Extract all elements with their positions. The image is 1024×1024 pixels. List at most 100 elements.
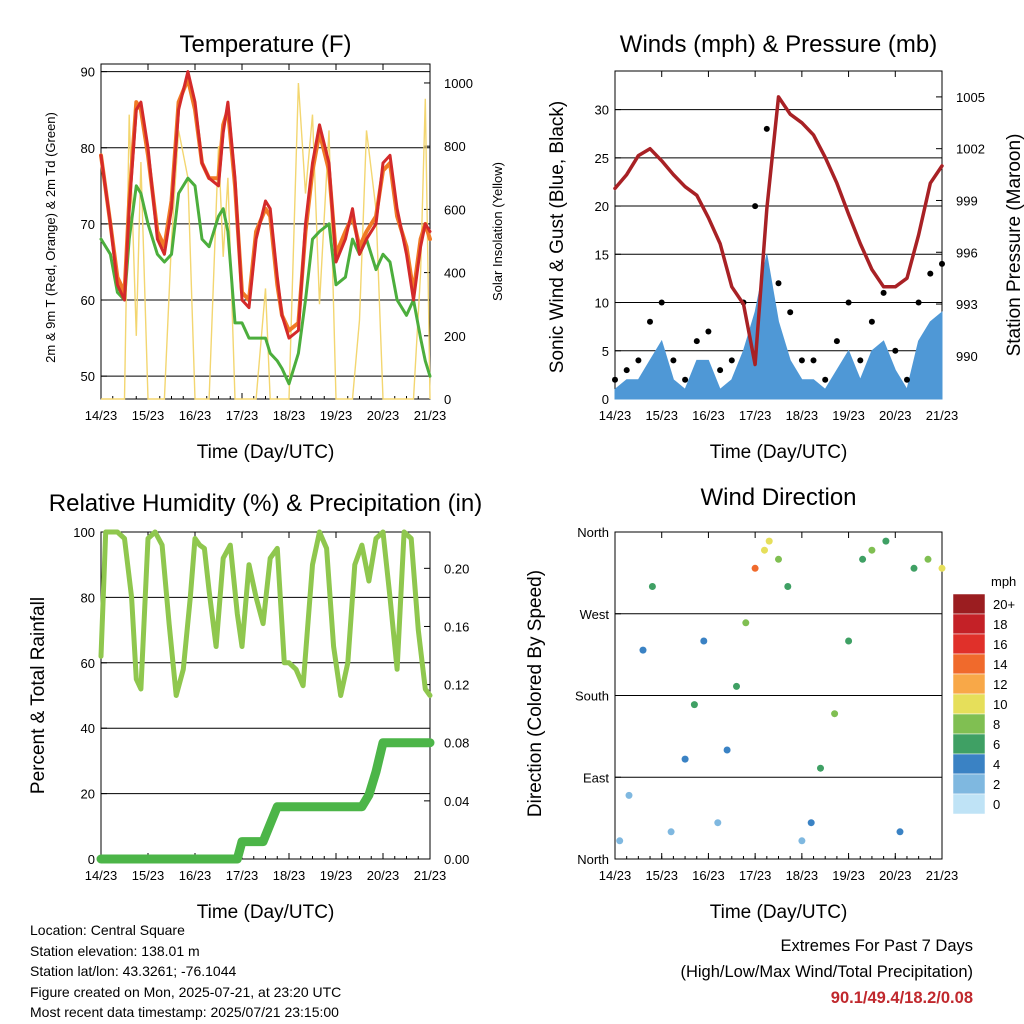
temperature-ytick-label: 50 — [81, 369, 95, 384]
humidity-ytick-label: 60 — [81, 656, 95, 671]
direction-point — [896, 828, 904, 836]
temperature-ylabel: 2m & 9m T (Red, Orange) & 2m Td (Green) — [43, 112, 58, 363]
direction-point — [667, 828, 675, 836]
winds-ytick-label: 15 — [595, 247, 609, 262]
speed-legend-label: 10 — [993, 697, 1007, 712]
gust-point — [635, 357, 642, 364]
gust-point — [822, 376, 829, 383]
winds-ytick-label: 30 — [595, 103, 609, 118]
humidity-ytick-label: 20 — [81, 787, 95, 802]
winds-xtick-label: 15/23 — [645, 408, 678, 423]
humidity-xtick-label: 19/23 — [320, 868, 353, 883]
gust-point — [787, 309, 794, 316]
speed-legend-swatch — [952, 713, 986, 735]
temperature-y2tick-label: 0 — [444, 392, 451, 407]
temperature-y2tick-label: 600 — [444, 202, 466, 217]
temperature-xtick-label: 21/23 — [414, 408, 447, 423]
extremes-heading: Extremes For Past 7 Days — [780, 937, 973, 955]
direction-point — [924, 555, 932, 563]
humidity-xtick-label: 21/23 — [414, 868, 447, 883]
gust-point — [798, 357, 805, 364]
direction-point — [681, 755, 689, 763]
direction-point — [831, 710, 839, 718]
direction-point — [765, 537, 773, 545]
temperature-panel: Temperature (F) 14/23 15/23 16/23 17/23 18/23… — [43, 31, 505, 463]
speed-legend-label: 14 — [993, 657, 1007, 672]
direction-xlabel: Time (Day/UTC) — [710, 902, 848, 923]
extremes-values: 90.1/49.4/18.2/0.08 — [830, 989, 973, 1007]
speed-legend-swatch — [952, 733, 986, 755]
gust-point — [693, 338, 700, 345]
winds-title: Winds (mph) & Pressure (mb) — [620, 31, 937, 58]
direction-ytick-label: East — [583, 770, 609, 785]
humidity-rh_green-line — [98, 529, 433, 698]
speed-legend-swatch — [952, 793, 986, 815]
humidity-xtick-label: 17/23 — [226, 868, 259, 883]
speed-legend-swatch — [952, 613, 986, 635]
winds-xtick-label: 20/23 — [879, 408, 912, 423]
gust-point — [763, 125, 770, 132]
direction-point — [616, 837, 624, 845]
winds-y2tick-label: 996 — [956, 245, 978, 260]
direction-xtick-label: 18/23 — [786, 868, 819, 883]
winds-ytick-label: 10 — [595, 296, 609, 311]
speed-legend-label: 8 — [993, 717, 1000, 732]
temperature-xtick-label: 16/23 — [179, 408, 212, 423]
direction-point — [733, 682, 740, 690]
temperature-y2tick-label: 400 — [444, 266, 466, 281]
solar-insolation-line — [101, 82, 431, 400]
speed-legend-title: mph — [991, 574, 1016, 589]
speed-legend-swatch — [952, 653, 986, 675]
speed-legend-swatch — [952, 753, 986, 775]
winds-ytick-label: 20 — [595, 199, 609, 214]
winds-y2tick-label: 1005 — [956, 90, 985, 105]
temperature-xtick-label: 20/23 — [367, 408, 400, 423]
humidity-xtick-label: 18/23 — [273, 868, 306, 883]
humidity-y2tick-label: 0.20 — [444, 561, 469, 576]
speed-legend-swatch — [952, 693, 986, 715]
gust-point — [682, 376, 689, 383]
winds-ytick-label: 5 — [602, 344, 609, 359]
direction-point — [700, 637, 708, 645]
direction-xtick-label: 20/23 — [879, 868, 912, 883]
direction-point — [868, 546, 876, 554]
humidity-ytick-label: 40 — [81, 721, 95, 736]
gust-point — [892, 347, 899, 354]
gust-point — [915, 299, 922, 306]
extremes-subheading: (High/Low/Max Wind/Total Precipitation) — [680, 963, 973, 981]
speed-legend-label: 6 — [993, 737, 1000, 752]
data-timestamp: Most recent data timestamp: 2025/07/21 2… — [30, 1004, 339, 1020]
gust-point — [647, 318, 653, 325]
humidity-xtick-label: 16/23 — [179, 868, 212, 883]
winds-y2tick-label: 993 — [956, 297, 978, 312]
gust-point — [670, 357, 677, 364]
winds-xtick-label: 17/23 — [739, 408, 772, 423]
temperature-ytick-label: 60 — [81, 293, 95, 308]
gust-point — [705, 328, 712, 335]
gust-point — [752, 203, 759, 210]
winds-xtick-label: 14/23 — [599, 408, 632, 423]
winds-y2tick-label: 1002 — [956, 142, 985, 157]
temperature-y2label: Solar Insolation (Yellow) — [490, 162, 505, 301]
humidity-ylabel: Percent & Total Rainfall — [28, 597, 49, 794]
direction-point — [723, 746, 731, 754]
temperature-xtick-label: 15/23 — [132, 408, 165, 423]
direction-xtick-label: 19/23 — [832, 868, 865, 883]
gust-point — [880, 289, 887, 296]
speed-legend-label: 4 — [993, 757, 1000, 772]
gust-point — [612, 376, 618, 383]
speed-legend-label: 18 — [993, 617, 1007, 632]
direction-point — [639, 646, 647, 654]
direction-point — [845, 637, 853, 645]
temperature-temp_red-line — [99, 70, 432, 340]
humidity-y2tick-label: 0.08 — [444, 736, 469, 751]
winds-xtick-label: 21/23 — [926, 408, 959, 423]
speed-legend-label: 12 — [993, 677, 1007, 692]
winds-xtick-label: 16/23 — [692, 408, 725, 423]
winds-ytick-label: 0 — [602, 392, 609, 407]
gust-point — [857, 357, 864, 364]
humidity-panel: Relative Humidity (%) & Precipitation (i… — [28, 490, 482, 923]
direction-xtick-label: 16/23 — [692, 868, 725, 883]
temperature-y2tick-label: 800 — [444, 139, 466, 154]
